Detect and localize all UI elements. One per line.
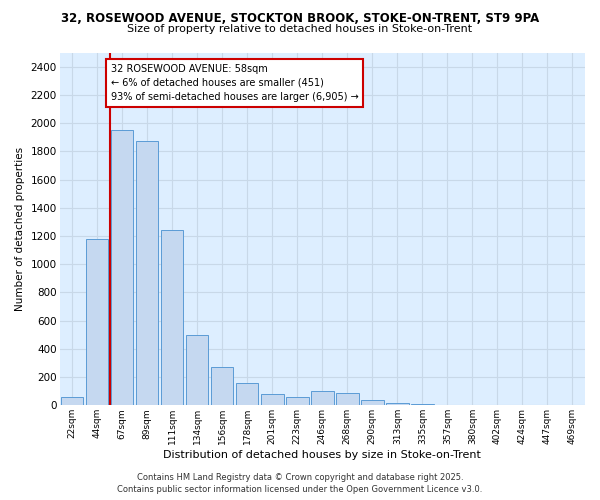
Bar	[111, 130, 133, 406]
X-axis label: Distribution of detached houses by size in Stoke-on-Trent: Distribution of detached houses by size …	[163, 450, 481, 460]
Bar	[436, 404, 458, 406]
Text: 32, ROSEWOOD AVENUE, STOCKTON BROOK, STOKE-ON-TRENT, ST9 9PA: 32, ROSEWOOD AVENUE, STOCKTON BROOK, STO…	[61, 12, 539, 26]
Bar	[61, 397, 83, 406]
Y-axis label: Number of detached properties: Number of detached properties	[15, 147, 25, 311]
Bar	[461, 404, 484, 406]
Bar	[136, 142, 158, 406]
Text: Contains HM Land Registry data © Crown copyright and database right 2025.
Contai: Contains HM Land Registry data © Crown c…	[118, 472, 482, 494]
Bar	[186, 334, 208, 406]
Bar	[311, 391, 334, 406]
Bar	[361, 400, 383, 406]
Bar	[286, 397, 308, 406]
Bar	[211, 367, 233, 406]
Bar	[411, 404, 434, 406]
Bar	[86, 239, 109, 406]
Bar	[161, 230, 184, 406]
Text: 32 ROSEWOOD AVENUE: 58sqm
← 6% of detached houses are smaller (451)
93% of semi-: 32 ROSEWOOD AVENUE: 58sqm ← 6% of detach…	[111, 64, 359, 102]
Bar	[236, 382, 259, 406]
Text: Size of property relative to detached houses in Stoke-on-Trent: Size of property relative to detached ho…	[127, 24, 473, 34]
Bar	[336, 392, 359, 406]
Bar	[386, 403, 409, 406]
Bar	[261, 394, 284, 406]
